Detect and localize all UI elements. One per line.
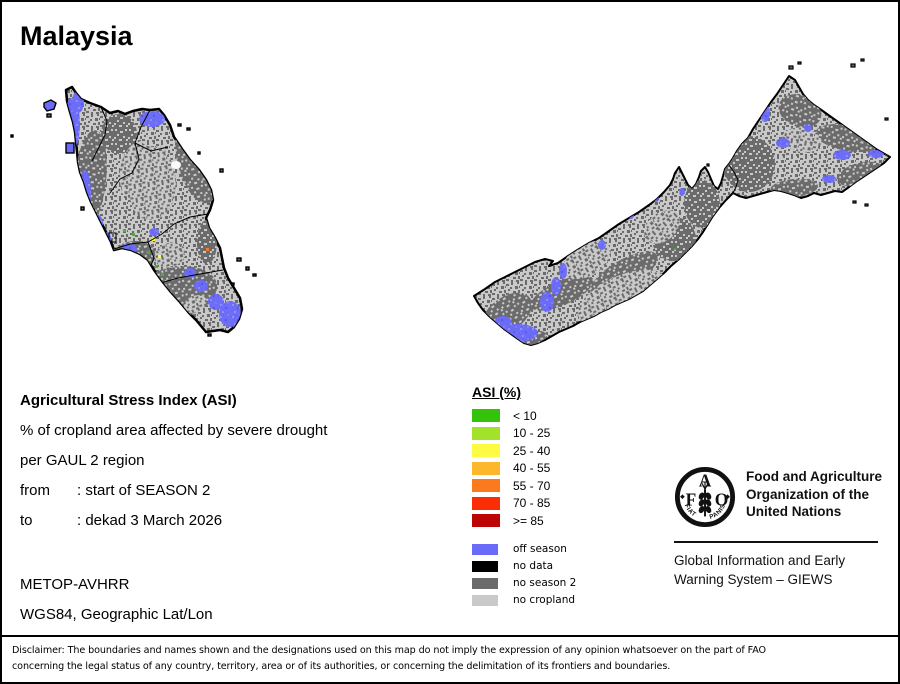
giews-line: Global Information and Early [674, 553, 846, 568]
legend-swatch [472, 543, 498, 555]
fao-wordmark: Food and Agriculture Organization of the… [746, 468, 882, 521]
legend-swatch [472, 409, 500, 423]
period-from: from : start of SEASON 2 [20, 476, 327, 506]
legend-item: >= 85 [472, 512, 576, 530]
legend-item: no cropland [472, 592, 576, 609]
legend-title: ASI (%) [472, 384, 521, 400]
legend-label: < 10 [513, 408, 537, 423]
map-canvas [10, 58, 891, 346]
wheat-ear-icon [698, 481, 712, 517]
legend-label: 25 - 40 [513, 443, 551, 458]
page-title: Malaysia [20, 21, 133, 51]
map-peninsular-malaysia [10, 85, 257, 337]
legend-swatch [472, 444, 500, 458]
legend-label: 10 - 25 [513, 426, 551, 441]
fao-divider [674, 541, 878, 543]
fao-name-line: Organization of the [746, 486, 869, 502]
legend: ASI (%) < 10 10 - 25 25 - 40 40 - 55 55 … [472, 384, 576, 609]
period-to: to : dekad 3 March 2026 [20, 506, 327, 536]
asi-desc-line1: % of cropland area affected by severe dr… [20, 422, 328, 439]
legend-label: 55 - 70 [513, 478, 551, 493]
asi-heading: Agricultural Stress Index (ASI) [20, 392, 237, 409]
from-label: from [20, 482, 50, 499]
giews-wordmark: Global Information and Early Warning Sys… [674, 551, 890, 589]
legend-item: < 10 [472, 407, 576, 425]
legend-item: 40 - 55 [472, 460, 576, 478]
fao-logo-letter-a: A [699, 470, 712, 490]
legend-label: 40 - 55 [513, 461, 551, 476]
legend-label: 70 - 85 [513, 496, 551, 511]
disclaimer: Disclaimer: The boundaries and names sho… [2, 635, 898, 682]
legend-item: 70 - 85 [472, 495, 576, 513]
fao-logo: F A O FIAT PANIS [674, 466, 736, 528]
legend-swatch [472, 594, 498, 606]
legend-label: off season [513, 543, 567, 555]
fao-name-line: United Nations [746, 504, 842, 519]
disclaimer-line1: Disclaimer: The boundaries and names sho… [12, 645, 766, 656]
legend-item: no data [472, 558, 576, 575]
fao-logo-letter-f: F [686, 490, 697, 510]
legend-item: no season 2 [472, 575, 576, 592]
giews-line: Warning System – GIEWS [674, 572, 833, 587]
legend-extras: off season no data no season 2 no cropla… [472, 541, 576, 609]
legend-swatch [472, 560, 498, 572]
fao-block: F A O FIAT PANIS [674, 466, 890, 589]
from-value: : start of SEASON 2 [77, 482, 211, 499]
fao-logo-letter-o: O [715, 490, 729, 510]
legend-label: >= 85 [513, 513, 544, 528]
fao-name-line: Food and Agriculture [746, 469, 882, 484]
to-value: : dekad 3 March 2026 [77, 512, 223, 529]
legend-swatch [472, 514, 500, 528]
legend-item: 25 - 40 [472, 442, 576, 460]
sensor-label: METOP-AVHRR [20, 576, 130, 593]
legend-item: 55 - 70 [472, 477, 576, 495]
legend-swatch [472, 426, 500, 440]
legend-item: 10 - 25 [472, 425, 576, 443]
legend-swatch [472, 479, 500, 493]
to-label: to [20, 512, 33, 529]
projection-label: WGS84, Geographic Lat/Lon [20, 606, 213, 623]
legend-label: no data [513, 560, 554, 572]
legend-swatch [472, 461, 500, 475]
legend-swatch [472, 496, 500, 510]
legend-label: no cropland [513, 594, 576, 606]
source-block: METOP-AVHRR WGS84, Geographic Lat/Lon [20, 570, 213, 630]
legend-swatch [472, 577, 498, 589]
asi-desc-line2: per GAUL 2 region [20, 452, 145, 469]
legend-label: no season 2 [513, 577, 577, 589]
motto-diamond-left [680, 494, 685, 500]
disclaimer-line2: concerning the legal status of any count… [12, 660, 671, 672]
map-description: Agricultural Stress Index (ASI) % of cro… [20, 386, 327, 536]
legend-classes: < 10 10 - 25 25 - 40 40 - 55 55 - 70 70 … [472, 407, 576, 530]
map-east-malaysia [473, 58, 891, 346]
legend-item: off season [472, 541, 576, 558]
